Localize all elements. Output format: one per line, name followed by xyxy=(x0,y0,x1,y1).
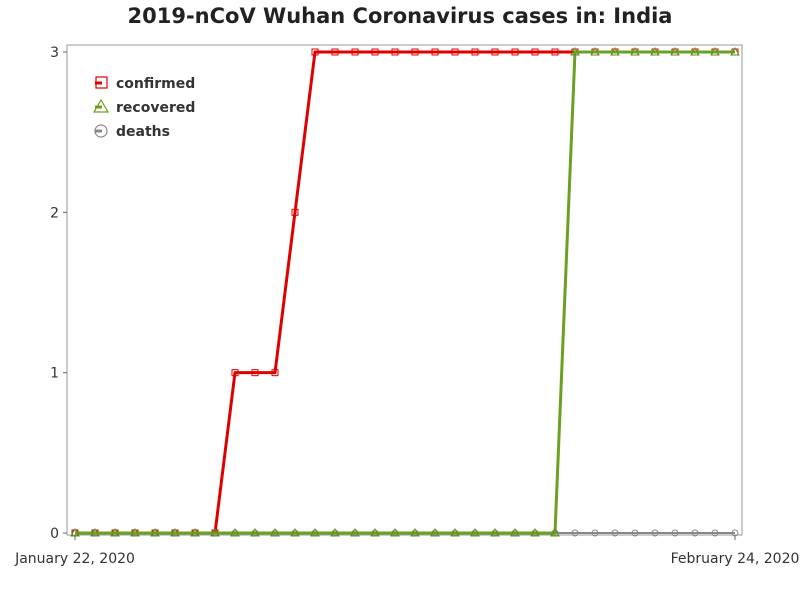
series-recovered xyxy=(70,46,740,537)
data-point-recovered xyxy=(630,46,640,56)
data-point-recovered xyxy=(90,527,100,537)
data-point-deaths xyxy=(571,529,579,537)
data-point-recovered xyxy=(430,527,440,537)
legend-item-confirmed: confirmed xyxy=(95,76,195,92)
data-point-confirmed xyxy=(391,48,399,56)
data-point-recovered xyxy=(550,527,560,537)
data-point-recovered xyxy=(590,46,600,56)
data-point-confirmed xyxy=(491,48,499,56)
y-axis: 0 1 2 3 xyxy=(50,45,67,542)
data-point-confirmed xyxy=(451,48,459,56)
data-point-recovered xyxy=(570,46,580,56)
chart-title: 2019-nCoV Wuhan Coronavirus cases in: In… xyxy=(128,4,673,28)
data-point-recovered xyxy=(670,46,680,56)
data-point-confirmed xyxy=(271,369,279,377)
data-point-confirmed xyxy=(311,48,319,56)
data-point-confirmed xyxy=(431,48,439,56)
data-point-confirmed xyxy=(471,48,479,56)
data-point-confirmed xyxy=(251,369,259,377)
data-point-recovered xyxy=(450,527,460,537)
x-tick-label-start: January 22, 2020 xyxy=(14,551,135,567)
y-tick-label: 0 xyxy=(50,526,59,542)
data-point-confirmed xyxy=(531,48,539,56)
data-point-recovered xyxy=(210,527,220,537)
data-point-recovered xyxy=(510,527,520,537)
data-point-confirmed xyxy=(411,48,419,56)
legend-label-confirmed: confirmed xyxy=(116,76,195,92)
data-point-confirmed xyxy=(371,48,379,56)
data-point-recovered xyxy=(490,527,500,537)
data-point-recovered xyxy=(610,46,620,56)
data-point-deaths xyxy=(651,529,659,537)
series-layer xyxy=(70,46,740,537)
legend-marker-circle xyxy=(94,124,108,138)
data-point-recovered xyxy=(230,527,240,537)
data-point-deaths xyxy=(711,529,719,537)
series-line-recovered xyxy=(75,50,735,535)
data-point-deaths xyxy=(731,529,739,537)
data-point-confirmed xyxy=(291,208,299,216)
data-point-recovered xyxy=(270,527,280,537)
data-point-recovered xyxy=(170,527,180,537)
legend-marker-square xyxy=(95,76,108,89)
data-point-recovered xyxy=(130,527,140,537)
data-point-recovered xyxy=(410,527,420,537)
data-point-recovered xyxy=(370,527,380,537)
legend-label-deaths: deaths xyxy=(116,124,170,140)
data-point-recovered xyxy=(530,527,540,537)
legend: confirmed recovered deaths xyxy=(92,76,195,140)
data-point-recovered xyxy=(290,527,300,537)
y-tick-label: 3 xyxy=(50,45,59,61)
data-point-recovered xyxy=(690,46,700,56)
data-point-recovered xyxy=(470,527,480,537)
data-point-recovered xyxy=(650,46,660,56)
data-point-recovered xyxy=(350,527,360,537)
x-tick-label-end: February 24, 2020 xyxy=(671,551,800,567)
data-point-deaths xyxy=(691,529,699,537)
data-point-recovered xyxy=(330,527,340,537)
data-point-recovered xyxy=(70,527,80,537)
data-point-confirmed xyxy=(331,48,339,56)
y-tick-label: 1 xyxy=(50,366,59,382)
data-point-deaths xyxy=(611,529,619,537)
data-point-recovered xyxy=(390,527,400,537)
y-tick-label: 2 xyxy=(50,205,59,221)
data-point-deaths xyxy=(631,529,639,537)
legend-item-deaths: deaths xyxy=(94,124,170,140)
data-point-confirmed xyxy=(231,369,239,377)
data-point-recovered xyxy=(150,527,160,537)
data-point-recovered xyxy=(250,527,260,537)
data-point-confirmed xyxy=(551,48,559,56)
data-point-deaths xyxy=(671,529,679,537)
legend-item-recovered: recovered xyxy=(92,98,195,116)
legend-marker-triangle xyxy=(92,98,110,113)
plot-area xyxy=(66,44,743,536)
data-point-confirmed xyxy=(511,48,519,56)
x-axis: January 22, 2020 February 24, 2020 xyxy=(14,535,799,567)
data-point-recovered xyxy=(110,527,120,537)
data-point-recovered xyxy=(710,46,720,56)
legend-label-recovered: recovered xyxy=(116,100,195,116)
data-point-recovered xyxy=(730,46,740,56)
data-point-deaths xyxy=(591,529,599,537)
data-point-recovered xyxy=(190,527,200,537)
data-point-confirmed xyxy=(351,48,359,56)
data-point-recovered xyxy=(310,527,320,537)
